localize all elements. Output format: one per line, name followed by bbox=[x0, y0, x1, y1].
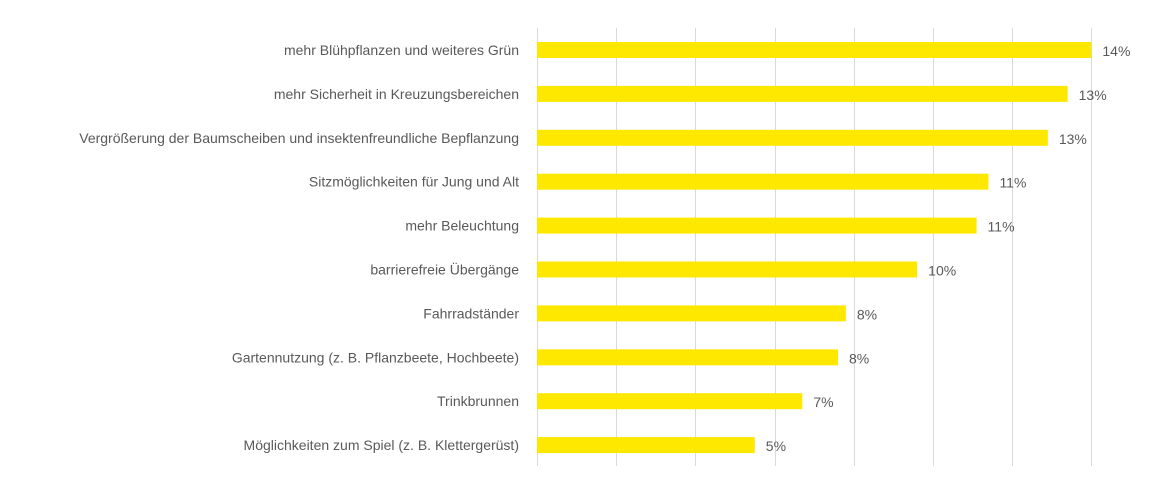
bars bbox=[537, 42, 1092, 454]
bar bbox=[537, 85, 1068, 102]
category-label: mehr Beleuchtung bbox=[405, 218, 519, 234]
value-label: 5% bbox=[766, 438, 786, 454]
value-label: 11% bbox=[988, 219, 1015, 235]
category-label: Trinkbrunnen bbox=[437, 393, 519, 409]
bar bbox=[537, 437, 755, 454]
value-label: 11% bbox=[999, 175, 1026, 191]
category-label: Vergrößerung der Baumscheiben und insekt… bbox=[79, 130, 519, 146]
value-label: 7% bbox=[813, 394, 833, 410]
value-label: 10% bbox=[928, 263, 956, 279]
bar bbox=[537, 261, 918, 278]
value-label: 13% bbox=[1059, 131, 1087, 147]
bar bbox=[537, 217, 977, 234]
category-label: Sitzmöglichkeiten für Jung und Alt bbox=[309, 174, 519, 190]
value-label: 8% bbox=[849, 350, 869, 366]
bar bbox=[537, 173, 989, 190]
value-label: 13% bbox=[1079, 87, 1107, 103]
category-label: Möglichkeiten zum Spiel (z. B. Kletterge… bbox=[244, 437, 519, 453]
value-label: 8% bbox=[857, 306, 877, 322]
bar bbox=[537, 305, 846, 322]
bar bbox=[537, 129, 1048, 146]
bar bbox=[537, 393, 803, 410]
category-label: mehr Sicherheit in Kreuzungsbereichen bbox=[274, 86, 519, 102]
category-label: barrierefreie Übergänge bbox=[370, 261, 519, 278]
bar bbox=[537, 42, 1092, 58]
bar bbox=[537, 349, 838, 366]
category-label: mehr Blühpflanzen und weiteres Grün bbox=[284, 42, 519, 58]
value-label: 14% bbox=[1102, 43, 1130, 59]
category-label: Gartennutzung (z. B. Pflanzbeete, Hochbe… bbox=[232, 349, 519, 365]
value-labels: 14% 13% 13% 11% 11% 10% 8% 8% 7% 5% bbox=[766, 43, 1131, 454]
category-label: Fahrradständer bbox=[423, 305, 519, 321]
category-labels: mehr Blühpflanzen und weiteres Grün mehr … bbox=[79, 42, 519, 453]
